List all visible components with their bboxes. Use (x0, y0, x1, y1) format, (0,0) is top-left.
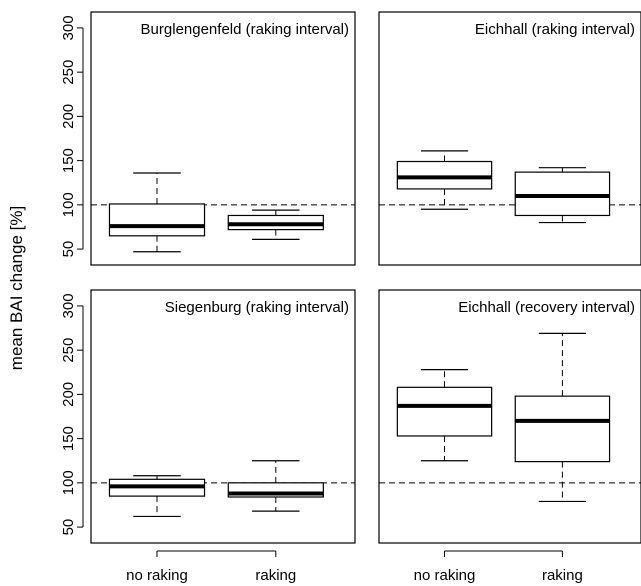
y-tick-label: 50 (60, 519, 77, 536)
iqr-box (514, 395, 611, 463)
box-no-raking (396, 150, 493, 210)
y-tick-label: 300 (60, 15, 77, 40)
y-tick-label: 300 (60, 293, 77, 318)
plot-frame (378, 289, 641, 544)
y-tick-label: 100 (60, 470, 77, 495)
panel-title: Eichhall (recovery interval) (458, 299, 635, 316)
box-raking (227, 460, 324, 512)
panel-3: Siegenburg (raking interval) 50 100 150 200 2… (60, 289, 356, 584)
panel-1: Burglengenfeld (raking interval) 50 100 150… (60, 11, 356, 266)
y-tick-label: 200 (60, 104, 77, 129)
iqr-box (514, 171, 611, 217)
plot-frame (90, 11, 356, 266)
panel-title: Siegenburg (raking interval) (165, 299, 349, 316)
y-tick-label: 250 (60, 338, 77, 363)
y-tick-label: 100 (60, 192, 77, 217)
box-raking (227, 209, 324, 240)
box-raking (514, 332, 611, 503)
panel-4: Eichhall (recovery interval) no raking rak… (378, 289, 641, 584)
y-tick-label: 250 (60, 60, 77, 85)
box-no-raking (108, 172, 206, 253)
box-raking (514, 167, 611, 224)
box-no-raking (108, 475, 206, 518)
plot-frame (90, 289, 356, 544)
y-tick-label: 200 (60, 382, 77, 407)
y-tick-label: 50 (60, 241, 77, 258)
x-tick-label: raking (255, 567, 296, 584)
plot-frame (378, 11, 641, 266)
panel-grid: Burglengenfeld (raking interval) 50 100 150… (60, 11, 641, 584)
y-axis-label: mean BAI change [%] (7, 206, 26, 370)
box-no-raking (396, 369, 493, 462)
iqr-box (108, 203, 206, 237)
iqr-box (396, 160, 493, 190)
panel-2: Eichhall (raking interval) (378, 11, 641, 266)
x-tick-label: no raking (414, 567, 476, 584)
iqr-box (396, 386, 493, 437)
x-tick-label: no raking (126, 567, 188, 584)
panel-title: Burglengenfeld (raking interval) (141, 21, 349, 38)
y-tick-label: 150 (60, 148, 77, 173)
panel-title: Eichhall (raking interval) (475, 21, 635, 38)
x-tick-label: raking (542, 567, 583, 584)
y-tick-label: 150 (60, 426, 77, 451)
